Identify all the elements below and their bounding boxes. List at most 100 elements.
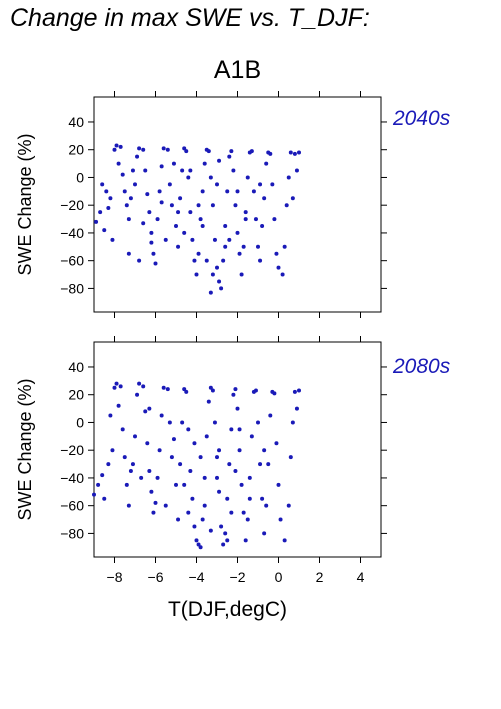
data-point	[256, 244, 260, 249]
data-point	[198, 455, 203, 460]
data-point	[176, 244, 181, 249]
data-point	[147, 469, 152, 473]
data-point	[253, 388, 258, 393]
data-point	[151, 510, 156, 515]
data-point	[92, 492, 96, 497]
panel-1-ytick-label: 0	[76, 169, 84, 185]
data-point	[106, 462, 111, 467]
data-point	[96, 482, 101, 487]
data-point	[217, 489, 222, 494]
data-point	[128, 196, 133, 201]
data-point	[161, 385, 166, 390]
data-point	[171, 161, 176, 166]
data-point	[229, 510, 234, 515]
data-point	[155, 217, 160, 222]
data-point	[292, 389, 297, 394]
data-point	[106, 205, 111, 210]
panel-2-xtick-label: 0	[275, 569, 283, 585]
data-point	[128, 469, 133, 473]
data-point	[206, 149, 211, 154]
data-point	[215, 455, 219, 460]
data-point	[231, 168, 236, 173]
data-point	[286, 503, 291, 508]
data-point	[274, 251, 279, 256]
data-point	[130, 168, 135, 173]
data-point	[233, 203, 238, 208]
data-point	[114, 143, 119, 148]
data-point	[264, 503, 269, 508]
data-point	[196, 542, 201, 547]
panel-1-ytick-label: 20	[68, 142, 84, 158]
data-point	[116, 403, 121, 408]
panel-1-ytick-label: −20	[60, 197, 84, 213]
panel-1-frame	[93, 96, 382, 313]
data-point	[169, 203, 174, 208]
data-point	[194, 272, 199, 277]
data-point	[251, 189, 256, 194]
data-point	[274, 441, 279, 446]
data-point	[198, 545, 203, 550]
data-point	[149, 230, 154, 235]
data-point	[212, 420, 217, 425]
data-point	[219, 286, 224, 291]
data-point	[147, 406, 152, 411]
panel-1-ytick-label: −60	[60, 253, 84, 269]
data-point	[139, 475, 144, 480]
panel-1-period-label: 2040s	[393, 107, 451, 130]
data-point	[186, 175, 191, 180]
data-point	[120, 172, 125, 177]
data-point	[282, 244, 287, 249]
panel-2-xtick-label: −2	[230, 569, 246, 585]
data-point	[188, 469, 193, 473]
data-point	[225, 189, 230, 194]
data-point	[188, 168, 193, 173]
data-point	[174, 224, 178, 228]
data-point	[247, 496, 252, 501]
data-point	[163, 237, 168, 242]
data-point	[215, 182, 219, 187]
data-point	[157, 448, 162, 453]
data-point	[278, 517, 283, 522]
data-point	[272, 217, 277, 222]
data-point	[237, 427, 242, 432]
data-point	[221, 542, 226, 547]
panel-1-ylabel: SWE Change (%)	[15, 133, 35, 275]
data-point	[108, 413, 113, 418]
data-point	[184, 149, 189, 154]
data-point	[239, 482, 244, 487]
data-point	[137, 146, 142, 151]
data-point	[258, 258, 263, 263]
data-point	[223, 531, 228, 536]
data-point	[229, 427, 234, 432]
data-point	[217, 448, 222, 453]
data-point	[217, 158, 222, 163]
data-point	[157, 189, 162, 194]
data-point	[208, 528, 213, 533]
data-point	[290, 420, 295, 425]
data-point	[182, 230, 187, 235]
data-point	[186, 427, 191, 432]
data-point	[198, 217, 203, 222]
data-point	[186, 510, 191, 515]
data-point	[260, 224, 265, 228]
data-point	[178, 462, 183, 467]
data-point	[247, 475, 252, 480]
data-point	[155, 475, 160, 480]
data-point	[202, 475, 207, 480]
data-point	[208, 175, 213, 180]
panel-2-ylabel: SWE Change (%)	[15, 378, 35, 520]
data-point	[184, 389, 189, 394]
data-point	[245, 175, 250, 180]
data-point	[241, 244, 246, 249]
panel-2-xtick-label: −4	[189, 569, 205, 585]
data-point	[235, 189, 240, 194]
panel-1-ytick-label: −80	[60, 280, 84, 296]
data-point	[165, 387, 170, 392]
data-point	[192, 524, 197, 529]
data-point	[262, 448, 267, 453]
data-point	[217, 279, 222, 284]
data-point	[249, 434, 254, 439]
data-point	[192, 258, 197, 263]
data-point	[190, 496, 195, 501]
data-point	[241, 510, 246, 515]
